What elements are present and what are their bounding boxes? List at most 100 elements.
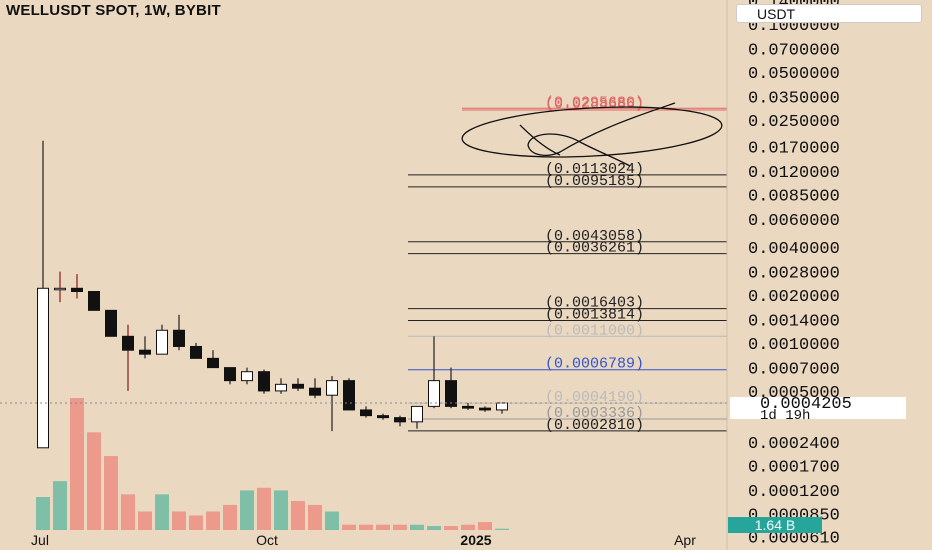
volume-bar <box>291 500 305 530</box>
time-tick-label: Jul <box>31 532 49 548</box>
price-tick-label: 0.0350000 <box>748 90 840 109</box>
candle-body[interactable] <box>411 405 423 423</box>
volume-bar <box>410 524 424 530</box>
candle-body[interactable] <box>173 329 185 347</box>
candle-body[interactable] <box>37 287 49 449</box>
level-label: (0.0002810) <box>545 417 644 434</box>
volume-bar <box>87 432 101 530</box>
candle-body[interactable] <box>462 405 474 409</box>
candle-body[interactable] <box>71 287 83 293</box>
volume-bar <box>121 494 135 530</box>
level-label: (0.0036261) <box>545 240 644 257</box>
candle-body[interactable] <box>496 402 508 411</box>
volume-bar <box>206 511 220 530</box>
volume-bar <box>359 524 373 530</box>
candle-body[interactable] <box>326 380 338 396</box>
candle-body[interactable] <box>309 387 321 396</box>
level-label: (0.0016403) <box>545 295 644 312</box>
price-tick-label: 0.0028000 <box>748 265 840 284</box>
candle-body[interactable] <box>394 417 406 423</box>
volume-bar <box>478 522 492 530</box>
price-tick-label: 0.0085000 <box>748 188 840 207</box>
candle-body[interactable] <box>88 291 100 311</box>
level-label: (0.0095185) <box>545 173 644 190</box>
candle-body[interactable] <box>428 380 440 407</box>
hand-drawing-annotation <box>461 102 723 167</box>
level-label: (0.0003336) <box>545 405 644 422</box>
level-label: (0.0013814) <box>545 307 644 324</box>
price-tick-label: 0.0170000 <box>748 140 840 159</box>
level-label: (0.0011000) <box>545 322 644 339</box>
volume-bar <box>257 487 271 530</box>
price-tick-label: 0.0700000 <box>748 42 840 61</box>
candle-body[interactable] <box>241 371 253 382</box>
candle-body[interactable] <box>360 409 372 417</box>
horizontal-levels: (0.0295680)(0.0288686)(0.0113024)(0.0095… <box>408 94 727 434</box>
current-price-label: 0.0004205 <box>760 395 852 414</box>
price-tick-label: 0.0000610 <box>748 530 840 549</box>
candle-body[interactable] <box>139 349 151 355</box>
volume-bar <box>427 526 441 530</box>
candle-body[interactable] <box>292 383 304 389</box>
candle-body[interactable] <box>377 415 389 419</box>
candle-body[interactable] <box>156 329 168 355</box>
volume-bar <box>274 490 288 530</box>
price-tick-label: 0.0040000 <box>748 240 840 259</box>
volume-bar <box>172 511 186 530</box>
level-label: (0.0006789) <box>545 356 644 373</box>
candle-body[interactable] <box>275 383 287 392</box>
currency-selector[interactable]: USDT <box>736 4 922 23</box>
level-label: (0.0113024) <box>545 161 644 178</box>
volume-bar <box>240 490 254 530</box>
candle-body[interactable] <box>207 357 219 369</box>
candle-body[interactable] <box>224 367 236 382</box>
price-tick-label: 0.0500000 <box>748 65 840 84</box>
volume-bar <box>444 526 458 530</box>
current-price-box <box>730 397 906 419</box>
volume-bar <box>393 524 407 530</box>
volume-bar <box>189 515 203 530</box>
chart-title: WELLUSDT SPOT, 1W, BYBIT <box>6 2 221 19</box>
volume-bar <box>376 524 390 530</box>
candlesticks <box>37 140 508 449</box>
time-tick-label: Apr <box>674 532 696 548</box>
candle-body[interactable] <box>479 407 491 411</box>
price-tick-label: 0.0001700 <box>748 459 840 478</box>
candle-body[interactable] <box>445 380 457 407</box>
level-label: (0.0043058) <box>545 228 644 245</box>
volume-bar <box>495 528 509 530</box>
level-label: (0.0288686) <box>545 96 644 113</box>
price-axis: 0.14000000.10000000.07000000.05000000.03… <box>748 0 840 549</box>
volume-bar <box>325 511 339 530</box>
price-tick-label: 0.0120000 <box>748 164 840 183</box>
price-tick-label: 0.0001200 <box>748 483 840 502</box>
volume-bar <box>138 511 152 530</box>
candle-body[interactable] <box>190 345 202 359</box>
time-tick-label: 2025 <box>460 532 491 548</box>
volume-bar <box>104 456 118 530</box>
price-tick-label: 0.0250000 <box>748 113 840 132</box>
price-tick-label: 0.0007000 <box>748 361 840 380</box>
candle-body[interactable] <box>54 287 66 291</box>
volume-value-badge: 1.64 B <box>728 517 822 533</box>
candle-body[interactable] <box>343 380 355 411</box>
volume-bar <box>155 494 169 530</box>
price-tick-label: 0.0002400 <box>748 435 840 454</box>
price-tick-label: 0.0014000 <box>748 313 840 332</box>
volume-bar <box>342 524 356 530</box>
volume-bar <box>223 504 237 530</box>
volume-bar <box>36 497 50 530</box>
bar-countdown: 1d 19h <box>760 408 811 424</box>
candle-body[interactable] <box>105 309 117 337</box>
time-tick-label: Oct <box>256 532 278 548</box>
volume-bar <box>308 504 322 530</box>
time-axis: Jul Oct 2025 Apr <box>31 532 696 548</box>
volume-bars <box>36 398 509 530</box>
candle-body[interactable] <box>258 371 270 392</box>
volume-bar <box>461 524 475 530</box>
price-tick-label: 0.0020000 <box>748 288 840 307</box>
volume-bar <box>53 481 67 530</box>
volume-bar <box>70 398 84 530</box>
candle-body[interactable] <box>122 335 134 351</box>
